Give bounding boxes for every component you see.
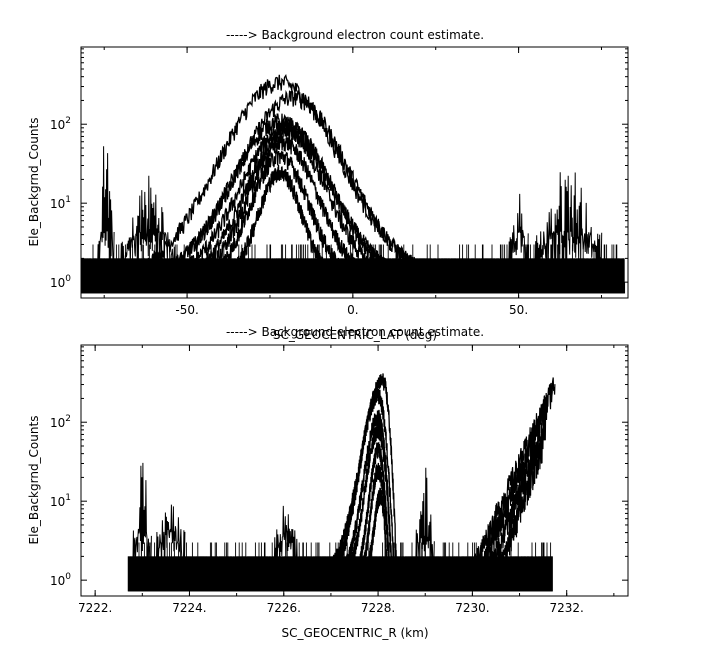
panel-bottom-series-5 (358, 462, 391, 584)
panel-bottom-series-4 (353, 441, 391, 585)
panel-top-ytick-label: 102 (50, 116, 71, 132)
panel-bottom-burst-3 (415, 467, 435, 567)
panel-bottom-xtick-label: 7224. (172, 601, 206, 615)
panel-top-axes: -50. 0. 50. 100 101 102 (50, 47, 628, 317)
panel-bottom-ytick-label: 102 (50, 414, 71, 430)
panel-top-burst-3 (534, 172, 603, 269)
panel-top-xlabel: SC_GEOCENTRIC_LAT (deg) (273, 328, 437, 342)
panel-bottom-burst-1 (155, 504, 186, 567)
panel-top-burst-1 (120, 175, 178, 269)
panel-bottom-series-3 (344, 421, 393, 585)
panel-bottom-ytick-label: 101 (50, 493, 71, 509)
panel-bottom-xtick-label: 7228. (361, 601, 395, 615)
panel-top-xtick-label: 50. (509, 303, 528, 317)
panel-bottom-rising-1 (477, 394, 549, 582)
panel-bottom-series-2 (339, 409, 393, 587)
panel-top-title: -----> Background electron count estimat… (226, 28, 484, 42)
panel-top-xtick-label: -50. (175, 303, 198, 317)
panel-bottom-title: -----> Background electron count estimat… (226, 325, 484, 339)
panel-top-series-3 (182, 116, 391, 279)
panel-bottom-data (127, 373, 556, 592)
panel-top-series-7 (229, 164, 331, 281)
panel-top-ytick-label: 100 (50, 274, 71, 290)
panel-bottom-xlabel: SC_GEOCENTRIC_R (km) (282, 626, 429, 640)
panel-bottom-rising-3 (495, 434, 544, 581)
panel-bottom-xtick-label: 7230. (455, 601, 489, 615)
panel-bottom: -----> Background electron count estimat… (27, 325, 629, 640)
panel-bottom-burst-2 (273, 505, 299, 568)
panel-top-data (81, 74, 626, 294)
panel-bottom-series-6 (363, 487, 389, 585)
panel-top-ylabel: Ele_Backgrnd_Counts (27, 118, 41, 247)
panel-bottom-ylabel: Ele_Backgrnd_Counts (27, 416, 41, 545)
panel-top-series-1 (168, 89, 419, 276)
panel-top-xtick-label: 0. (347, 303, 358, 317)
panel-top-series-5 (203, 133, 363, 278)
panel-top-burst-0 (97, 146, 115, 269)
panel-bottom-axes: 7222. 7224. 7226. 7228. 7230. 7232. 100 101 102 (50, 345, 628, 615)
panel-bottom-burst-0 (132, 462, 152, 567)
panel-bottom-frame (80, 344, 629, 597)
panel-bottom-series-1 (330, 387, 396, 582)
panel-top: -----> Background electron count estimat… (27, 28, 629, 342)
panel-top-frame (80, 46, 629, 299)
panel-bottom-xtick-label: 7222. (78, 601, 112, 615)
panel-top-series-0 (142, 74, 418, 274)
panel-top-series-6 (212, 149, 347, 279)
panel-top-burst-2 (508, 193, 529, 269)
panel-bottom-xtick-label: 7226. (267, 601, 301, 615)
panel-bottom-xtick-label: 7232. (550, 601, 584, 615)
panel-top-ytick-label: 101 (50, 195, 71, 211)
panel-bottom-ytick-label: 100 (50, 572, 71, 588)
panel-bottom-rising-2 (485, 415, 547, 581)
